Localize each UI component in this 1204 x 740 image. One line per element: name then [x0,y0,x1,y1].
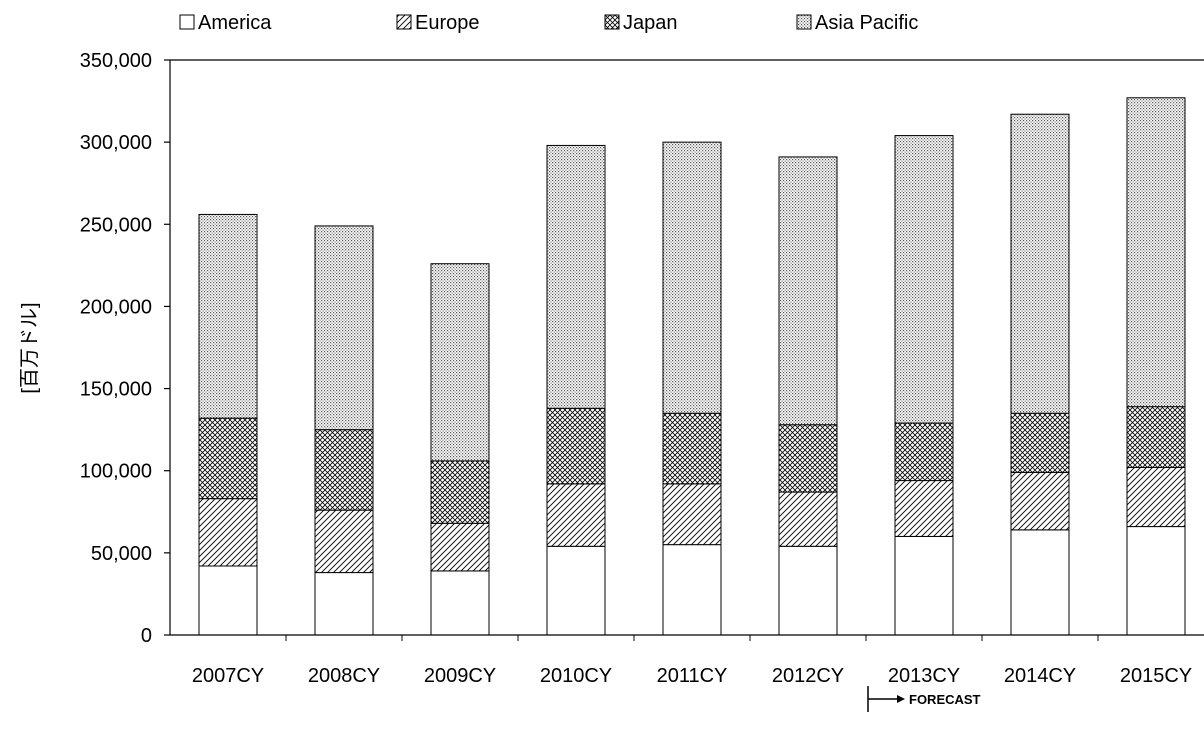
bar-japan-2014cy [1010,412,1070,473]
bar-europe-2007cy [198,498,258,567]
bar-america-2008cy [314,572,374,636]
y-tick-label: 200,000 [80,296,152,318]
legend-swatch-asia-pacific [796,14,812,30]
legend-label-america: America [198,12,272,34]
legend-label-japan: Japan [623,12,678,34]
bar-asia-pacific-2012cy [778,156,838,426]
x-tick-label-2009cy: 2009CY [424,665,496,687]
bar-asia-pacific-2013cy [894,135,954,424]
bar-america-2012cy [778,545,838,636]
bar-japan-2011cy [662,412,722,485]
bar-asia-pacific-2011cy [662,141,722,414]
y-tick-label: 300,000 [80,132,152,154]
bar-america-2015cy [1126,526,1186,636]
legend-label-asia-pacific: Asia Pacific [815,12,918,34]
x-tick-label-2007cy: 2007CY [192,665,264,687]
bar-japan-2009cy [430,460,490,524]
bar-japan-2008cy [314,429,374,511]
bar-japan-2007cy [198,417,258,500]
legend-swatch-japan [604,14,620,30]
bar-europe-2013cy [894,480,954,537]
x-tick-label-2013cy: 2013CY [888,665,960,687]
y-tick-label: 50,000 [91,543,152,565]
bar-america-2007cy [198,565,258,636]
bar-asia-pacific-2009cy [430,263,490,462]
x-axis: 2007CY 2008CY 2009CY 2010CY 2011CY 2012CY 2013… [170,634,1204,687]
forecast-arrowhead [897,695,905,703]
bar-europe-2015cy [1126,466,1186,528]
bar-europe-2008cy [314,509,374,574]
legend: America Europe Japan Asia Pacific [179,12,918,34]
y-tick-label: 250,000 [80,214,152,236]
bar-asia-pacific-2014cy [1010,113,1070,414]
y-axis-label: [百万ドル] [19,302,41,393]
y-axis: 0 50,000 100,000 150,000 200,000 250,000 300,0… [80,50,1204,647]
bar-asia-pacific-2010cy [546,144,606,409]
legend-label-europe: Europe [415,12,480,34]
bar-europe-2012cy [778,491,838,547]
legend-swatch-america [179,14,195,30]
x-tick-label-2014cy: 2014CY [1004,665,1076,687]
forecast-label: FORECAST [909,692,981,707]
bar-japan-2010cy [546,407,606,485]
y-tick-label: 150,000 [80,379,152,401]
bar-europe-2010cy [546,483,606,547]
y-tick-label: 350,000 [80,50,152,72]
bars [198,97,1186,636]
bar-japan-2012cy [778,424,838,493]
x-tick-label-2011cy: 2011CY [657,665,728,687]
bar-asia-pacific-2007cy [198,213,258,419]
bar-america-2009cy [430,570,490,636]
bar-america-2013cy [894,535,954,636]
bar-japan-2015cy [1126,406,1186,468]
x-tick-label-2012cy: 2012CY [772,665,844,687]
x-tick-label-2010cy: 2010CY [540,665,612,687]
bar-europe-2011cy [662,483,722,546]
x-tick-label-2008cy: 2008CY [308,665,380,687]
bar-asia-pacific-2015cy [1126,97,1186,408]
legend-swatch-europe [396,14,412,30]
bar-america-2014cy [1010,529,1070,636]
forecast-annotation: FORECAST [867,686,981,712]
bar-europe-2009cy [430,522,490,572]
y-tick-label: 0 [141,625,152,647]
y-tick-label: 100,000 [80,461,152,483]
bar-america-2010cy [546,545,606,636]
x-tick-label-2015cy: 2015CY [1120,665,1192,687]
bar-america-2011cy [662,544,722,636]
bar-europe-2014cy [1010,471,1070,531]
bar-asia-pacific-2008cy [314,225,374,431]
bar-japan-2013cy [894,422,954,482]
